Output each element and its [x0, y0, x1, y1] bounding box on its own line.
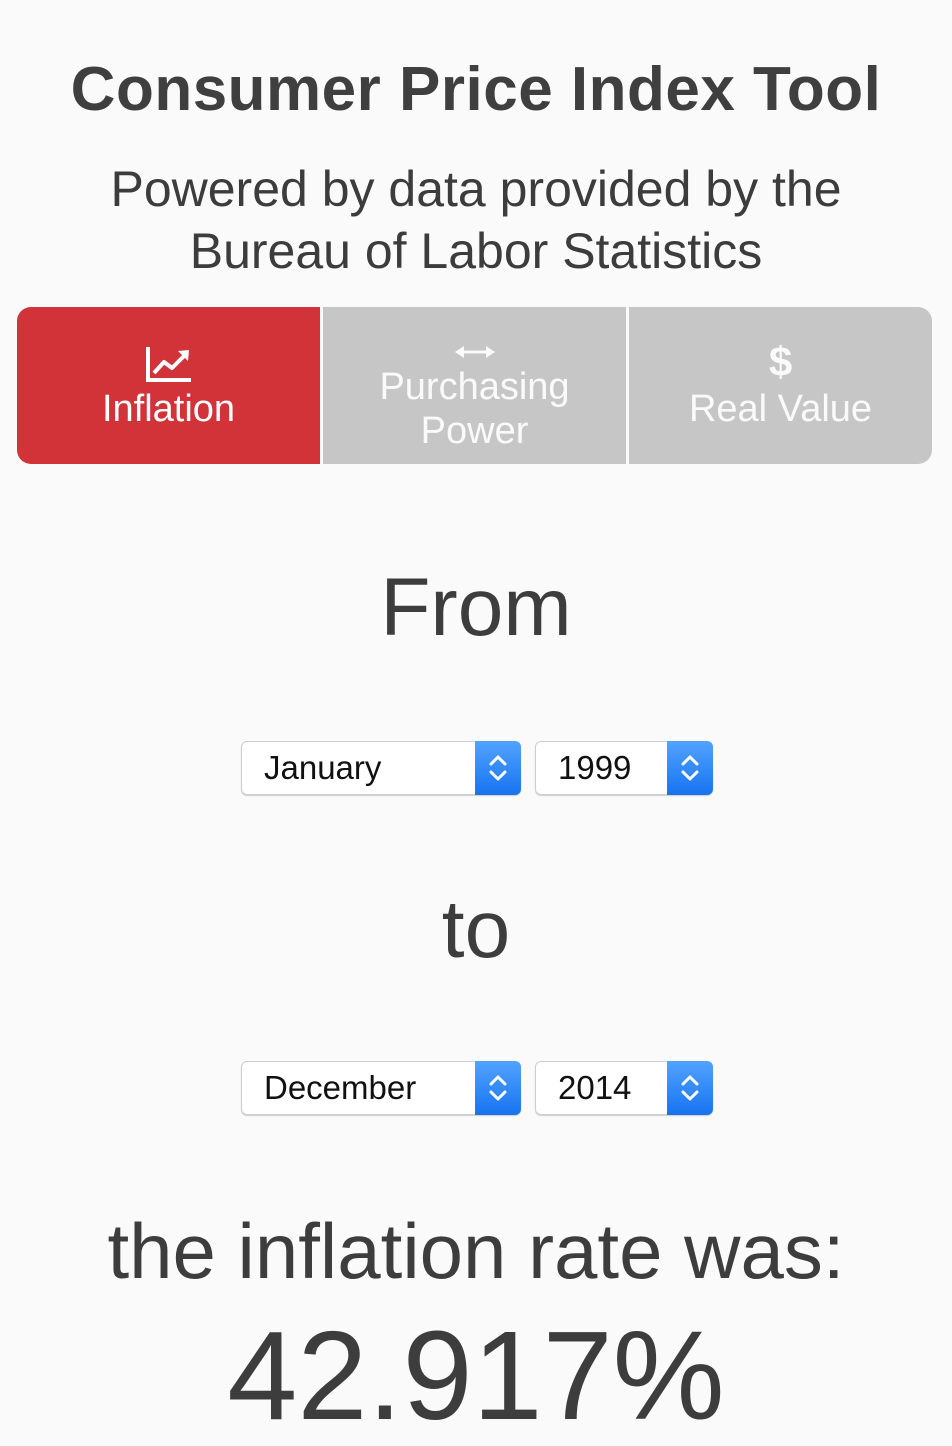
from-month-value: January: [264, 749, 382, 786]
tab-purchasing-power[interactable]: Purchasing Power: [320, 307, 626, 464]
tab-real-value[interactable]: $ Real Value: [626, 307, 932, 464]
to-label: to: [441, 884, 511, 975]
calculator-tabs: Inflation Purchasing Power $ Real Value: [17, 307, 932, 464]
to-year-select[interactable]: 2014: [535, 1061, 713, 1115]
result-label: the inflation rate was:: [107, 1207, 845, 1295]
from-year-select[interactable]: 1999: [535, 741, 713, 795]
to-month-value: December: [264, 1069, 417, 1106]
to-month-select[interactable]: December: [241, 1061, 521, 1115]
tab-inflation[interactable]: Inflation: [17, 307, 320, 464]
updown-chevron-icon: [667, 1061, 713, 1115]
updown-chevron-icon: [475, 1061, 521, 1115]
line-chart-icon: [145, 341, 193, 383]
from-label: From: [380, 562, 572, 653]
to-year-value: 2014: [558, 1069, 632, 1106]
updown-chevron-icon: [667, 741, 713, 795]
inflation-rate-value: 42.917%: [227, 1305, 725, 1446]
dollar-glyph: $: [768, 337, 793, 385]
tab-label: Real Value: [688, 387, 873, 430]
updown-chevron-icon: [475, 741, 521, 795]
dollar-icon: $: [768, 337, 793, 385]
from-year-value: 1999: [558, 749, 632, 786]
page-subtitle: Powered by data provided by the Bureau o…: [110, 161, 842, 279]
from-date-row: January 1999: [241, 741, 713, 795]
left-right-arrow-icon: [454, 319, 496, 361]
page-title: Consumer Price Index Tool: [70, 55, 882, 124]
to-date-row: December 2014: [241, 1061, 713, 1115]
tab-label: Purchasing Power: [379, 365, 570, 452]
tab-label: Inflation: [101, 387, 236, 430]
from-month-select[interactable]: January: [241, 741, 521, 795]
